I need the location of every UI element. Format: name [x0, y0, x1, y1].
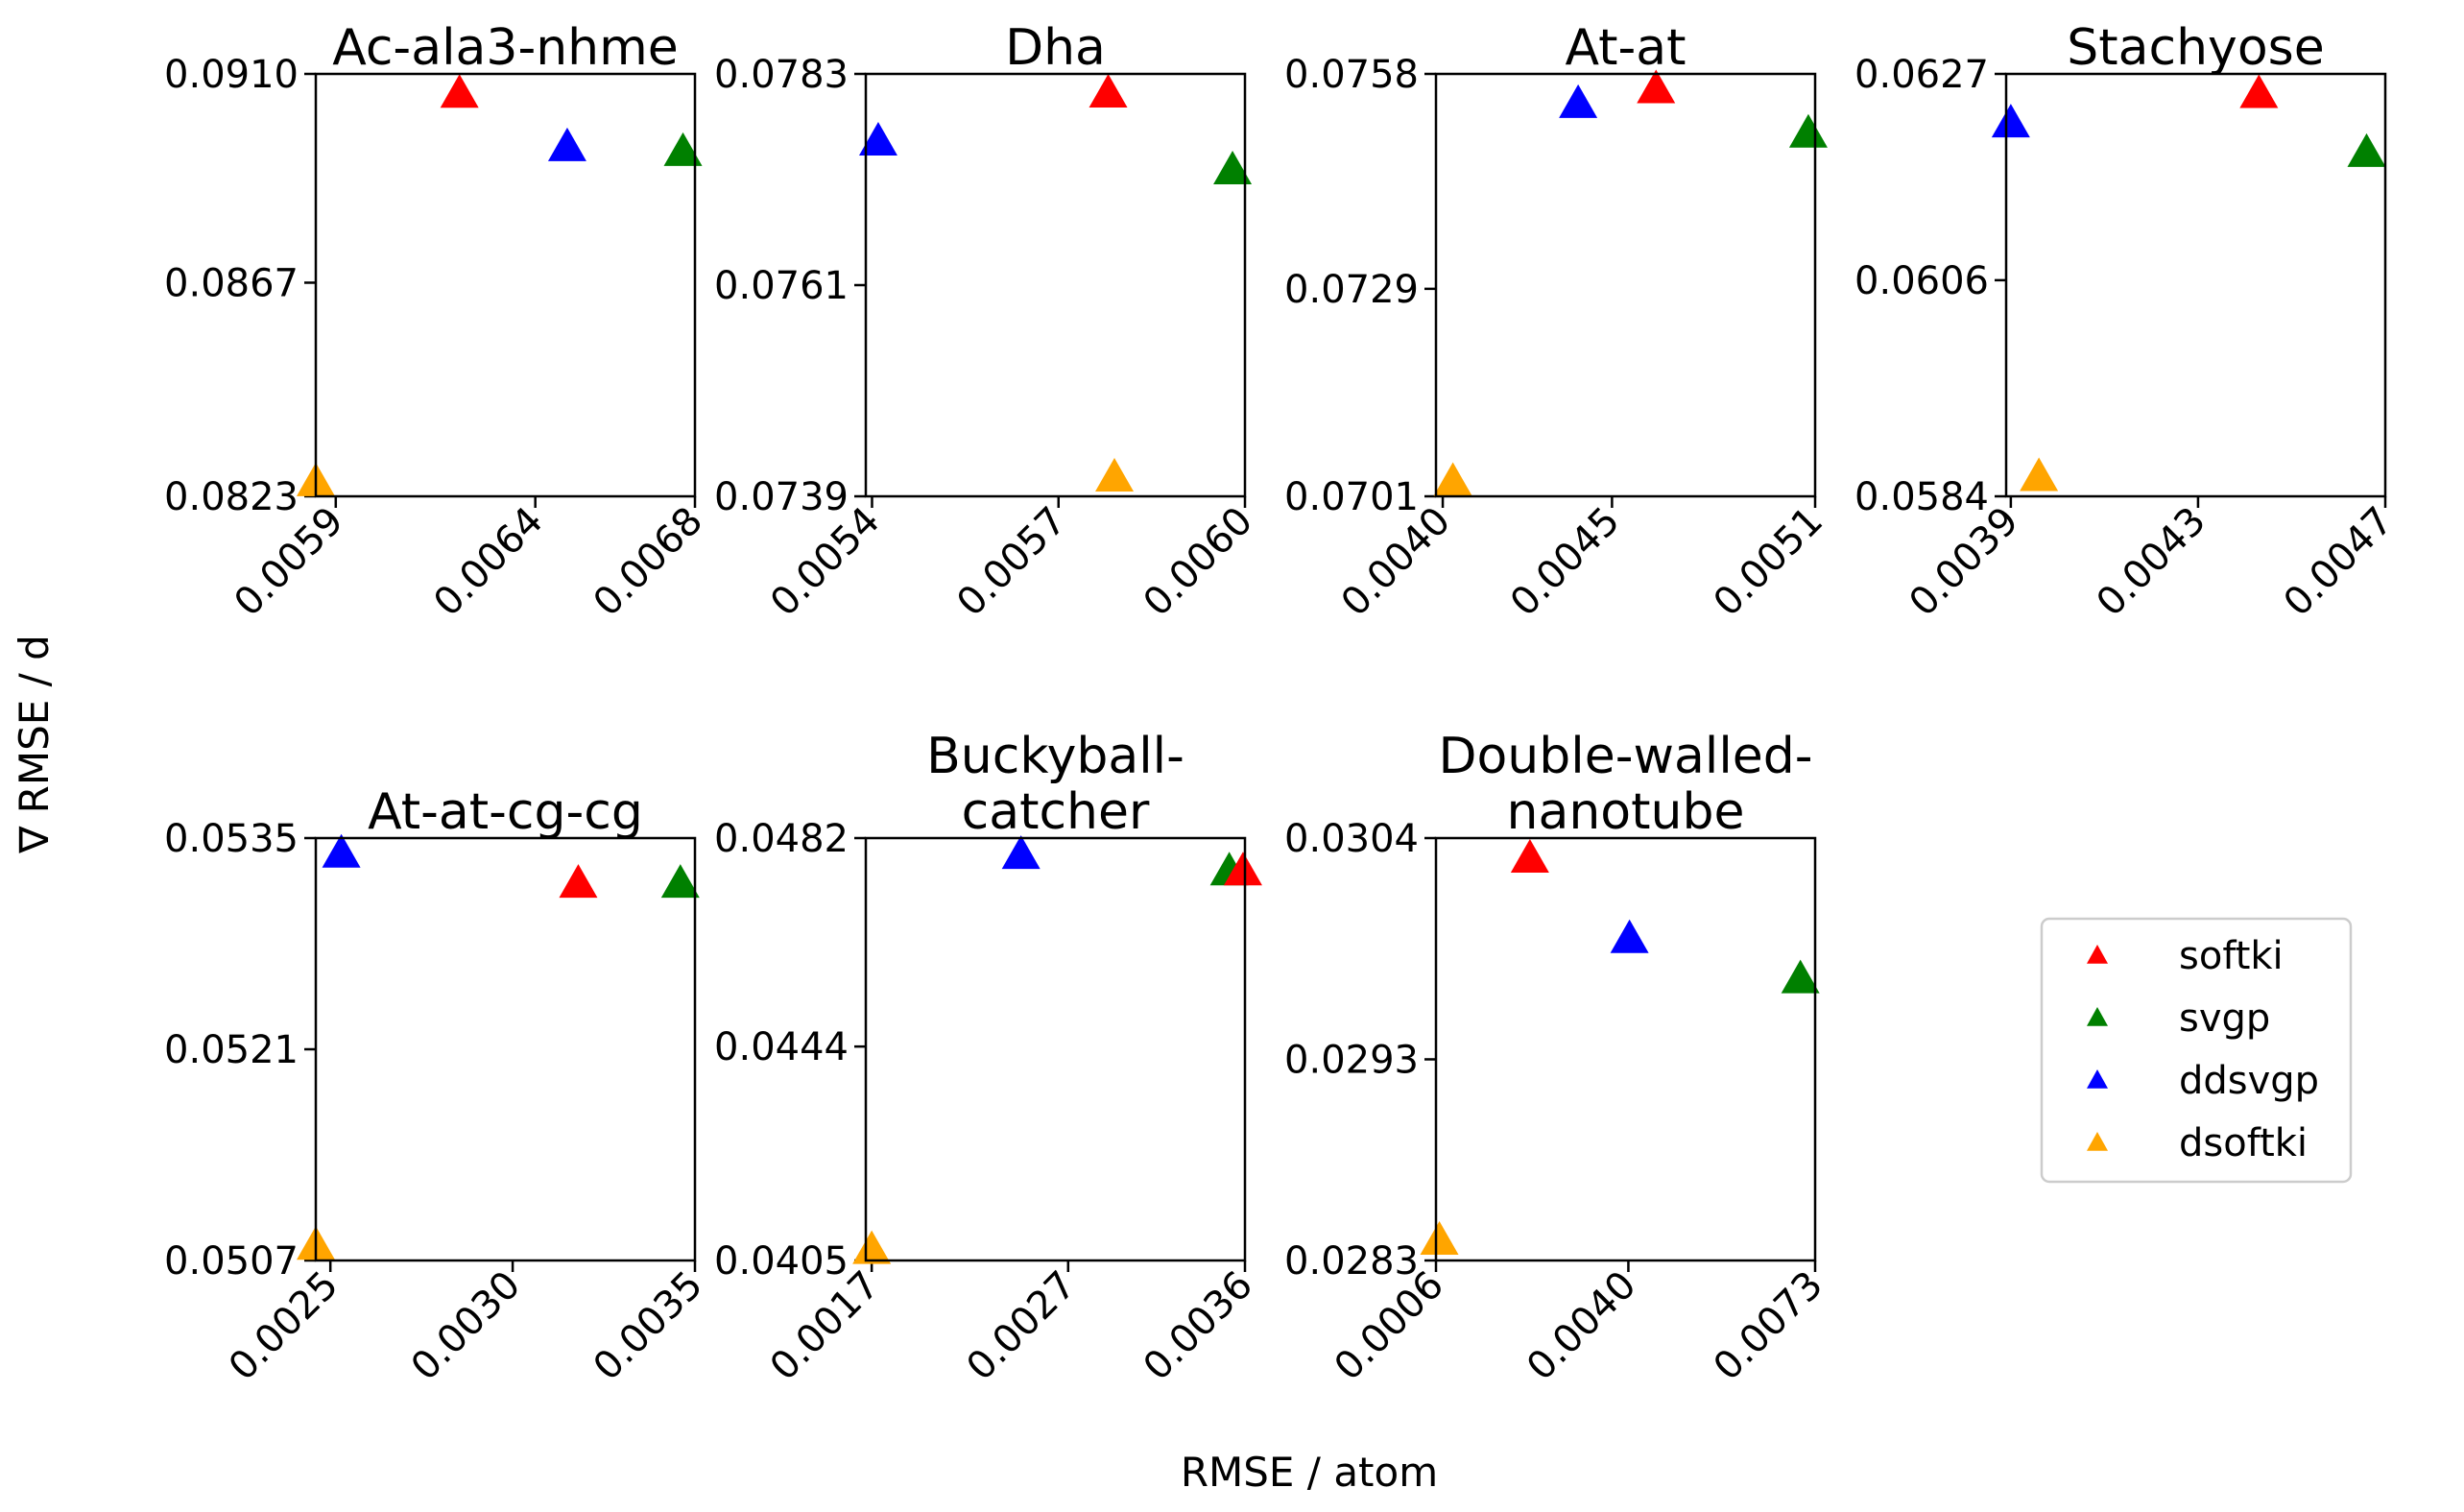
y-tick-label: 0.0444: [714, 1025, 849, 1069]
axes-frame: [314, 836, 697, 1262]
data-point-ddsvgp: [1610, 919, 1649, 953]
y-tick-label: 0.0739: [714, 475, 849, 519]
legend-marker-svgp: [2087, 1007, 2108, 1026]
data-point-ddsvgp: [1559, 84, 1598, 118]
legend-box: [2040, 917, 2353, 1184]
legend-marker-ddsvgp: [2087, 1069, 2108, 1089]
data-point-dsoftki: [1420, 1221, 1459, 1256]
axes-frame: [1434, 72, 1817, 498]
y-tick-label: 0.0783: [714, 53, 849, 97]
data-point-dsoftki: [1095, 458, 1135, 492]
y-tick-label: 0.0521: [164, 1028, 299, 1072]
y-tick-label: 0.0729: [1284, 268, 1419, 312]
data-point-dsoftki: [1433, 462, 1472, 496]
subplot-title: Double-walled-: [1438, 728, 1812, 785]
y-tick-label: 0.0507: [164, 1239, 299, 1284]
axes-frame: [864, 72, 1247, 498]
data-point-svgp: [660, 864, 700, 899]
y-tick-label: 0.0606: [1854, 259, 1989, 303]
subplot-title: At-at-cg-cg: [368, 783, 643, 841]
x-axis-label: RMSE / atom: [1181, 1449, 1438, 1496]
y-axis-label: ∇ RMSE / d: [11, 635, 58, 854]
y-tick-label: 0.0758: [1284, 53, 1419, 97]
y-tick-label: 0.0482: [714, 817, 849, 861]
legend-marker-softki: [2087, 945, 2108, 964]
subplot-title: Dha: [1005, 19, 1106, 77]
subplot-title: catcher: [962, 783, 1150, 841]
legend-label-dsoftki: dsoftki: [2179, 1121, 2308, 1165]
y-tick-label: 0.0910: [164, 53, 299, 97]
y-tick-label: 0.0823: [164, 475, 299, 519]
data-point-ddsvgp: [322, 833, 361, 868]
data-point-svgp: [663, 132, 703, 166]
axes-frame: [1434, 836, 1817, 1262]
y-tick-label: 0.0584: [1854, 475, 1989, 519]
subplot-title: nanotube: [1507, 783, 1745, 841]
data-point-ddsvgp: [1991, 104, 2030, 138]
data-point-softki: [1088, 74, 1128, 108]
y-tick-label: 0.0293: [1284, 1038, 1419, 1082]
data-point-softki: [1223, 852, 1262, 886]
data-point-svgp: [1788, 113, 1828, 148]
y-tick-label: 0.0535: [164, 817, 299, 861]
axes-frame: [864, 836, 1247, 1262]
subplot-title: At-at: [1565, 19, 1686, 77]
data-point-svgp: [1781, 959, 1820, 994]
subplot-title: Stachyose: [2067, 19, 2324, 77]
legend-label-softki: softki: [2179, 934, 2284, 978]
data-point-ddsvgp: [1001, 835, 1041, 870]
legend-label-ddsvgp: ddsvgp: [2179, 1059, 2319, 1103]
y-tick-label: 0.0867: [164, 261, 299, 305]
legend-label-svgp: svgp: [2179, 996, 2270, 1041]
axes-frame: [2004, 72, 2387, 498]
data-point-svgp: [2347, 132, 2386, 167]
y-tick-label: 0.0304: [1284, 817, 1419, 861]
y-tick-label: 0.0761: [714, 264, 849, 308]
subplot-title: Buckyball-: [926, 728, 1184, 785]
legend: softki svgp ddsvgp dsoftki: [2040, 917, 2353, 1184]
data-point-softki: [1637, 69, 1676, 104]
data-point-ddsvgp: [858, 122, 897, 156]
data-point-softki: [440, 74, 479, 108]
legend-marker-dsoftki: [2087, 1132, 2108, 1151]
y-tick-label: 0.0283: [1284, 1239, 1419, 1284]
data-point-softki: [559, 864, 598, 899]
data-point-dsoftki: [2020, 457, 2059, 492]
data-point-svgp: [1213, 151, 1253, 184]
y-tick-label: 0.0701: [1284, 475, 1419, 519]
subplot-title: Ac-ala3-nhme: [332, 19, 679, 77]
data-point-softki: [2239, 74, 2279, 108]
y-tick-label: 0.0405: [714, 1239, 849, 1284]
y-tick-label: 0.0627: [1854, 53, 1989, 97]
data-point-ddsvgp: [547, 127, 586, 161]
data-point-softki: [1510, 838, 1549, 873]
axes-frame: [314, 72, 697, 498]
data-point-dsoftki: [852, 1230, 892, 1264]
